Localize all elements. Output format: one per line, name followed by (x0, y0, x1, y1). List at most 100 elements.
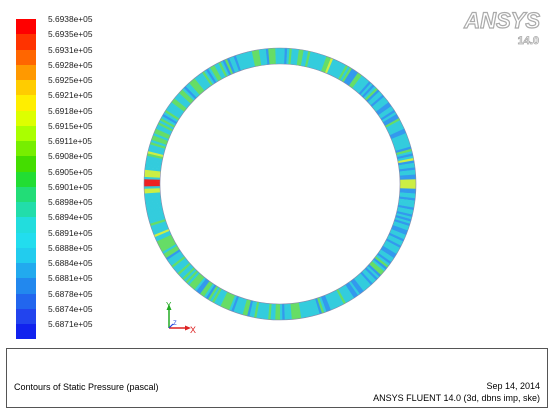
contour-segment (398, 198, 415, 204)
contour-segment (249, 50, 256, 68)
contour-segment (277, 303, 280, 320)
contour-segment (256, 49, 262, 66)
contour-segment (364, 267, 378, 281)
contour-segment (218, 61, 228, 78)
pressure-contour-ring (143, 47, 417, 321)
contour-segment (394, 217, 411, 225)
contour-segment (168, 252, 183, 264)
contour-segment (144, 169, 161, 174)
contour-segment (308, 299, 316, 317)
colormap-entry: 5.6878e+05 (16, 289, 92, 309)
contour-segment (164, 247, 180, 259)
contour-segment (231, 56, 240, 72)
contour-segment (146, 157, 163, 164)
contour-segment (360, 82, 374, 97)
contour-segment (212, 64, 223, 81)
contour-segment (192, 78, 205, 93)
colormap-swatch (16, 278, 36, 294)
contour-segment (153, 228, 170, 238)
contour-segment (396, 153, 414, 160)
contour-segment (155, 126, 172, 136)
ansys-logo: ANSYS 14.0 (463, 7, 541, 47)
contour-segment (345, 283, 357, 299)
contour-segment (230, 295, 239, 312)
colormap-entry: 5.6874e+05 (16, 304, 92, 324)
colormap-swatch (16, 125, 36, 141)
colormap-entry: 5.6921e+05 (16, 90, 92, 111)
colormap-entry: 5.6918e+05 (16, 106, 92, 126)
colormap-swatch (16, 308, 36, 324)
contour-segment (353, 277, 366, 292)
contour-segment (157, 121, 174, 132)
contour-segment (145, 202, 162, 208)
triad-z-label: Z (173, 321, 177, 327)
contour-segment (150, 220, 167, 229)
contour-segment (207, 285, 219, 301)
contour-segment (384, 240, 401, 251)
colormap-entry: 5.6931e+05 (16, 45, 92, 65)
contour-segment (343, 68, 355, 84)
contour-segment (368, 262, 383, 276)
contour-segment (258, 49, 264, 66)
contour-segment (351, 278, 364, 293)
colormap-label: 5.6918e+05 (48, 105, 93, 116)
contour-segment (347, 71, 359, 86)
contour-segment (389, 128, 406, 138)
contour-segment (306, 51, 314, 68)
contour-segment (178, 90, 193, 104)
contour-segment (304, 300, 311, 318)
contour-segment (312, 298, 320, 315)
contour-segment (180, 265, 194, 279)
contour-segment (148, 146, 165, 153)
contour-segment (313, 53, 321, 70)
colormap-label: 5.6901e+05 (48, 181, 93, 192)
contour-segment (161, 115, 177, 126)
contour-segment (385, 238, 402, 249)
colormap-swatch (16, 95, 36, 111)
contour-segment (399, 179, 416, 183)
contour-segment (150, 139, 167, 147)
contour-segment (171, 99, 186, 112)
contour-segment (383, 242, 399, 253)
contour-segment (169, 101, 185, 114)
contour-segment (251, 50, 258, 67)
contour-segment (380, 109, 396, 121)
contour-segment (311, 52, 318, 69)
contour-segment (158, 119, 175, 130)
colormap-entry: 5.6891e+05 (16, 228, 92, 248)
contour-segment (165, 249, 181, 261)
contour-segment (384, 118, 401, 128)
colormap-swatch (16, 263, 36, 279)
contour-segment (380, 247, 396, 259)
contour-segment (222, 59, 232, 76)
colormap-swatch (16, 19, 36, 35)
contour-segment (201, 282, 213, 297)
contour-segment (174, 96, 189, 109)
contour-segment (394, 144, 411, 152)
colormap-swatch (16, 110, 36, 126)
colormap-entry: 5.6938e+05 (16, 14, 92, 35)
contour-segment (213, 288, 224, 305)
contour-segment (336, 63, 347, 80)
contour-segment (156, 124, 173, 134)
contour-segment (162, 243, 178, 255)
contour-segment (196, 75, 209, 90)
contour-segment (217, 290, 228, 307)
contour-segment (279, 303, 283, 321)
contour-segment (373, 257, 388, 270)
contour-segment (154, 128, 171, 138)
contour-segment (294, 302, 299, 320)
contour-segment (296, 49, 302, 66)
contour-segment (395, 215, 412, 222)
colormap-entry: 5.6901e+05 (16, 182, 92, 202)
contour-segment (144, 181, 161, 184)
contour-segment (304, 50, 311, 68)
contour-segment (246, 300, 254, 317)
axis-triad: Y Z X (166, 301, 196, 335)
graphics-viewport[interactable]: 5.6938e+05 5.6935e+05 5.6931e+05 5.6928e+05… (0, 0, 554, 346)
contour-segment (146, 155, 163, 162)
contour-segment (275, 48, 279, 65)
contour-segment (251, 301, 258, 318)
contour-segment (194, 76, 207, 91)
contour-segment (330, 60, 340, 77)
